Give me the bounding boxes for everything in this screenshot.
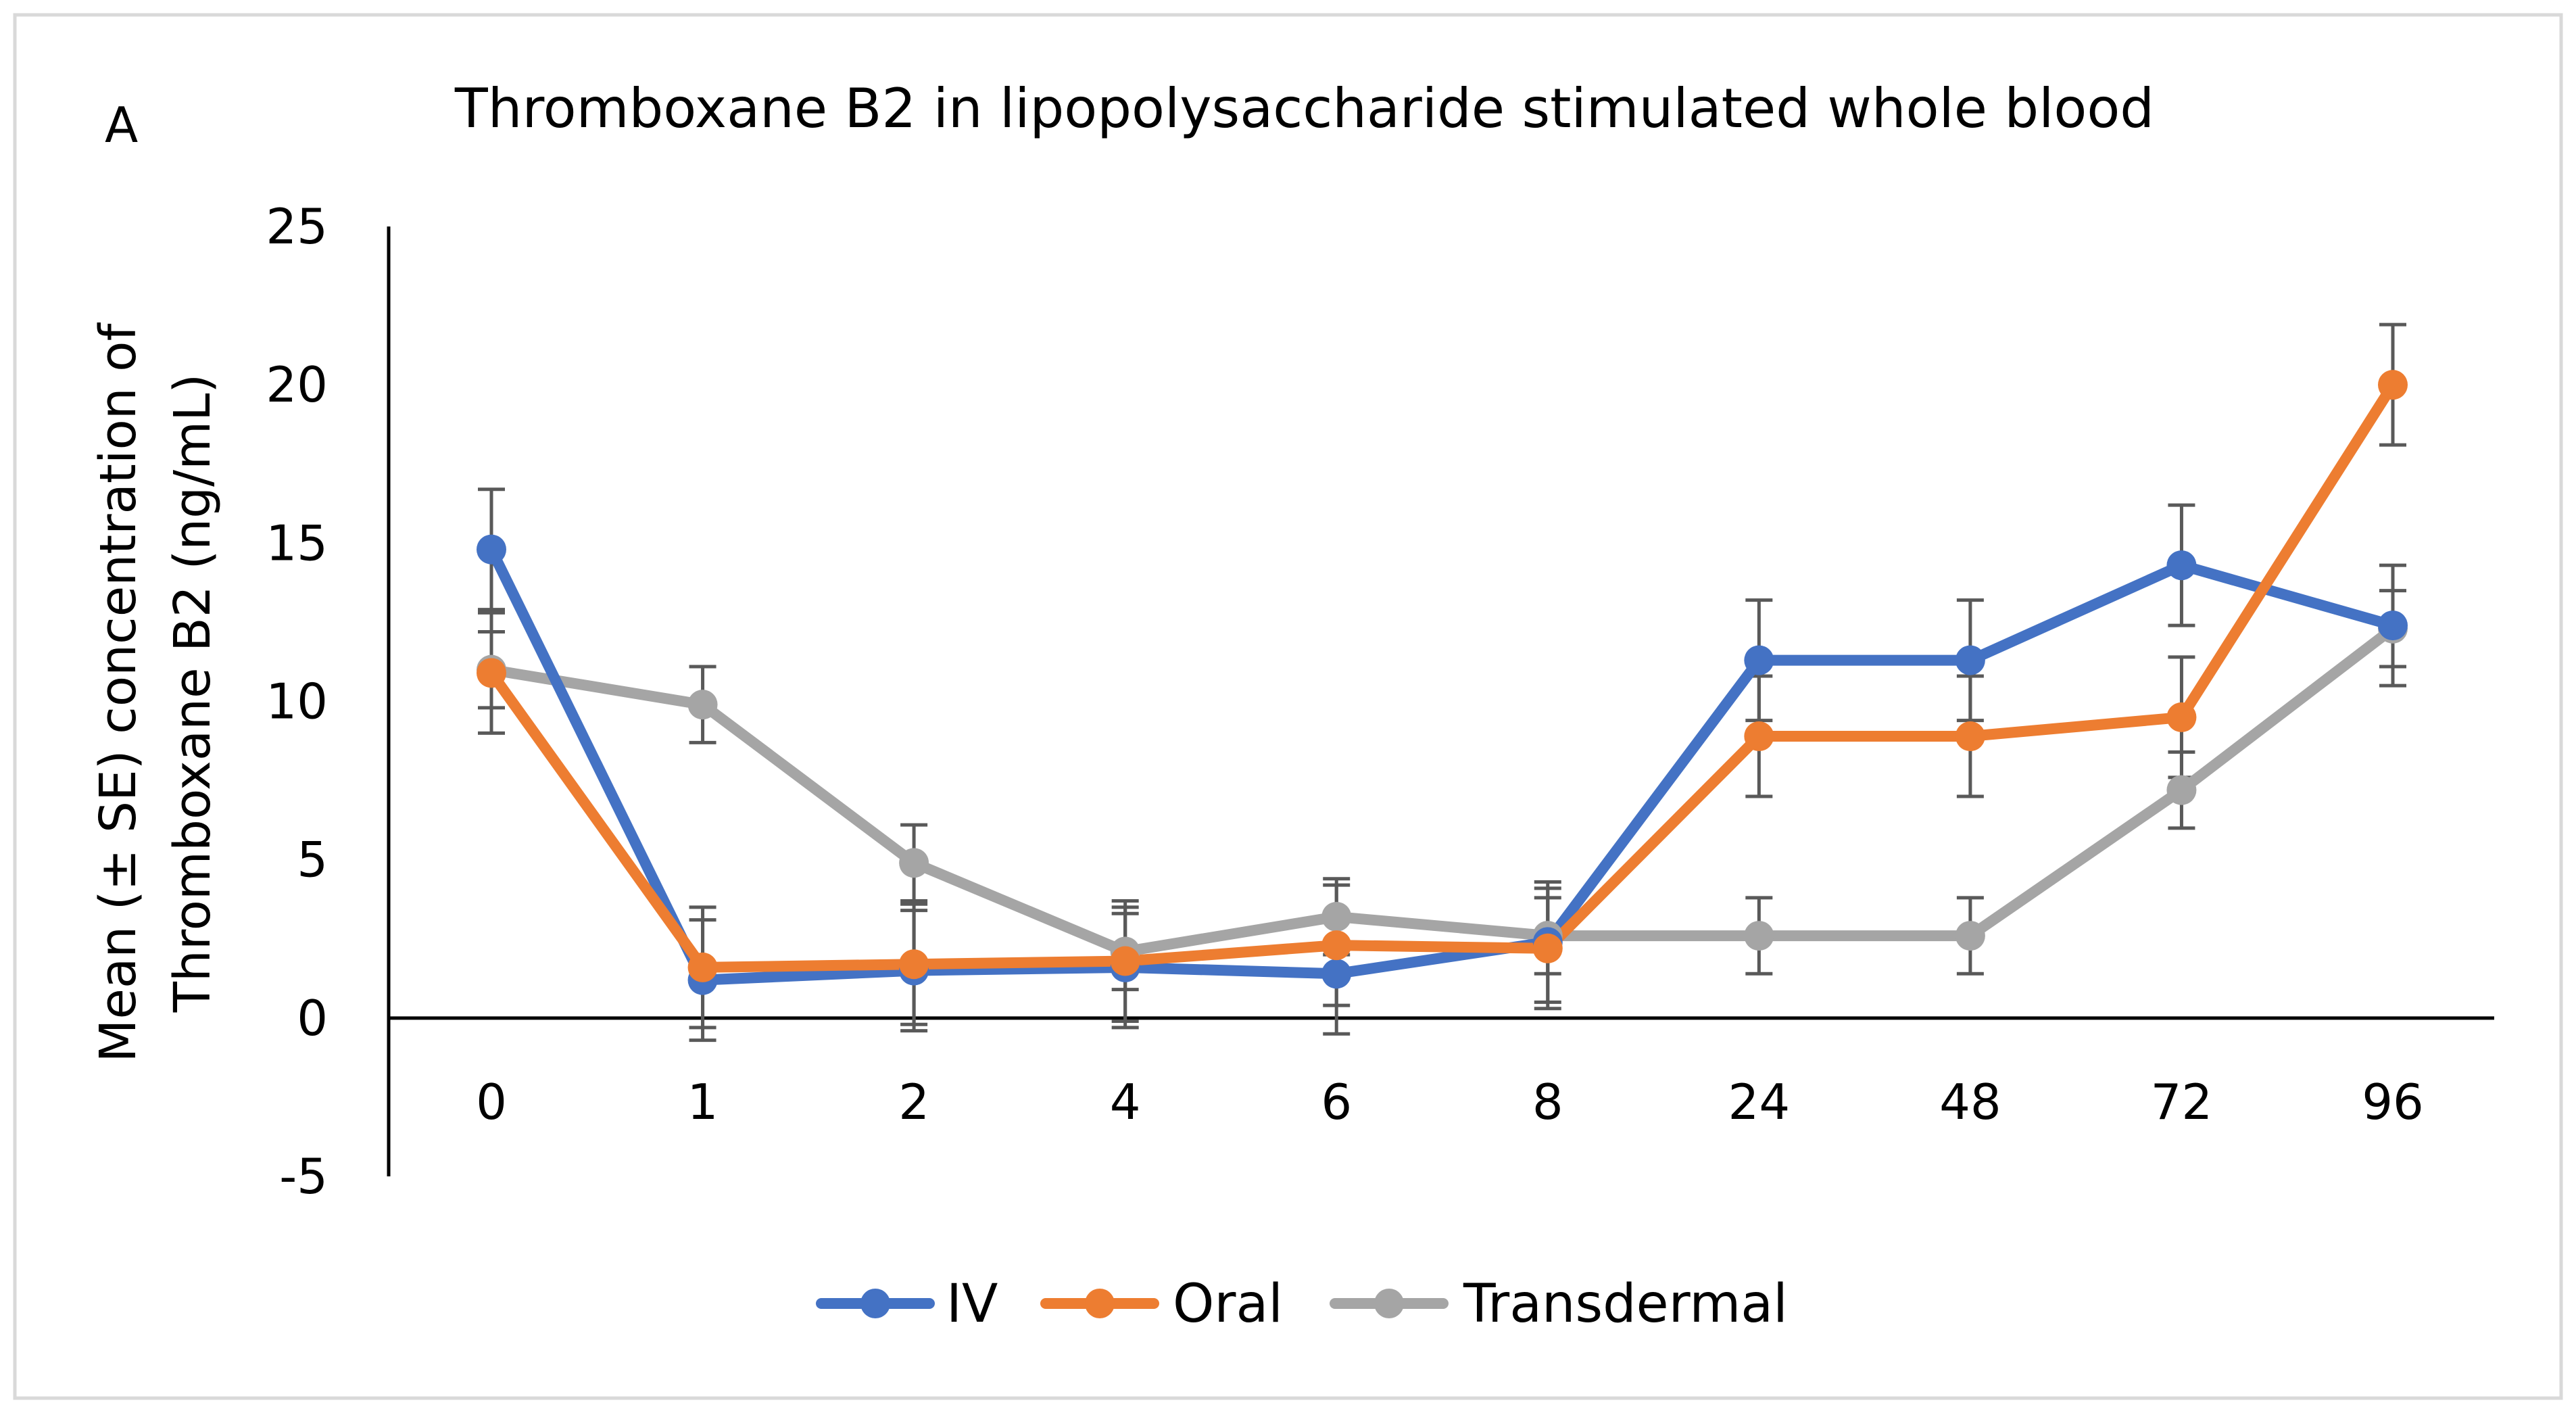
data-point-transdermal bbox=[1744, 921, 1774, 951]
y-tick-label: 10 bbox=[266, 673, 328, 730]
data-point-iv bbox=[1955, 645, 1985, 675]
y-axis-label-line2: Thromboxane B2 (ng/mL) bbox=[164, 374, 222, 1013]
x-tick-label: 0 bbox=[476, 1074, 507, 1130]
legend-item-oral[interactable]: Oral bbox=[1040, 1274, 1283, 1335]
legend-label: Oral bbox=[1173, 1274, 1283, 1335]
x-tick-labels: 0 1 2 4 6 8 24 48 72 96 bbox=[476, 1074, 2424, 1130]
y-tick-label: 20 bbox=[266, 356, 328, 413]
x-tick-label: 2 bbox=[898, 1074, 929, 1130]
data-point-transdermal bbox=[1955, 921, 1985, 951]
x-tick-label: 6 bbox=[1321, 1074, 1352, 1130]
data-point-transdermal bbox=[687, 690, 718, 720]
y-tick-label: 25 bbox=[266, 198, 328, 255]
x-tick-label: 4 bbox=[1110, 1074, 1141, 1130]
data-point-transdermal bbox=[1321, 901, 1352, 932]
y-tick-label: 15 bbox=[266, 514, 328, 571]
data-point-iv bbox=[477, 534, 506, 565]
data-point-oral bbox=[2166, 702, 2197, 732]
data-point-oral bbox=[477, 658, 506, 688]
data-point-iv bbox=[2166, 550, 2197, 581]
series-line-transdermal bbox=[486, 623, 2398, 957]
data-point-iv bbox=[1321, 959, 1352, 989]
series-markers bbox=[477, 370, 2408, 995]
chart-border bbox=[13, 13, 2563, 1400]
axes bbox=[387, 226, 2494, 1176]
data-point-oral bbox=[1532, 933, 1563, 963]
legend-marker bbox=[860, 1289, 890, 1318]
data-point-oral bbox=[899, 949, 929, 980]
x-tick-label: 72 bbox=[2151, 1074, 2213, 1130]
x-tick-label: 48 bbox=[1939, 1074, 2001, 1130]
x-tick-label: 8 bbox=[1532, 1074, 1563, 1130]
data-point-oral bbox=[687, 952, 718, 982]
legend-marker bbox=[1374, 1289, 1404, 1318]
data-point-oral bbox=[1321, 930, 1352, 961]
legend-label: Transdermal bbox=[1463, 1274, 1788, 1335]
legend-marker bbox=[1085, 1289, 1115, 1318]
y-tick-label: -5 bbox=[279, 1148, 328, 1205]
data-point-transdermal bbox=[2166, 775, 2197, 805]
series-line-iv bbox=[486, 544, 2398, 986]
series-line-oral bbox=[486, 379, 2398, 973]
x-tick-label: 24 bbox=[1728, 1074, 1791, 1130]
series-lines bbox=[486, 379, 2398, 986]
y-tick-labels: -5 0 5 10 15 20 25 bbox=[266, 198, 328, 1205]
data-point-iv bbox=[1744, 645, 1774, 675]
legend-item-iv[interactable]: IV bbox=[816, 1274, 998, 1335]
y-axis-title: Mean (± SE) concentration of Thromboxane… bbox=[89, 322, 222, 1063]
data-point-oral bbox=[1110, 946, 1140, 976]
x-tick-label: 96 bbox=[2362, 1074, 2424, 1130]
data-point-oral bbox=[1955, 721, 1985, 752]
legend[interactable]: IV Oral Transdermal bbox=[816, 1274, 1788, 1335]
y-tick-label: 5 bbox=[297, 832, 328, 888]
data-point-oral bbox=[2378, 370, 2408, 400]
data-point-oral bbox=[1744, 721, 1774, 752]
data-point-transdermal bbox=[899, 848, 929, 878]
legend-item-transdermal[interactable]: Transdermal bbox=[1330, 1274, 1788, 1335]
x-tick-label: 1 bbox=[687, 1074, 719, 1130]
legend-label: IV bbox=[946, 1274, 998, 1335]
chart-title: Thromboxane B2 in lipopolysaccharide sti… bbox=[454, 77, 2154, 140]
y-tick-label: 0 bbox=[297, 990, 328, 1047]
y-axis-label-line1: Mean (± SE) concentration of bbox=[89, 322, 147, 1063]
panel-label: A bbox=[105, 97, 138, 153]
data-point-iv bbox=[2378, 610, 2408, 641]
